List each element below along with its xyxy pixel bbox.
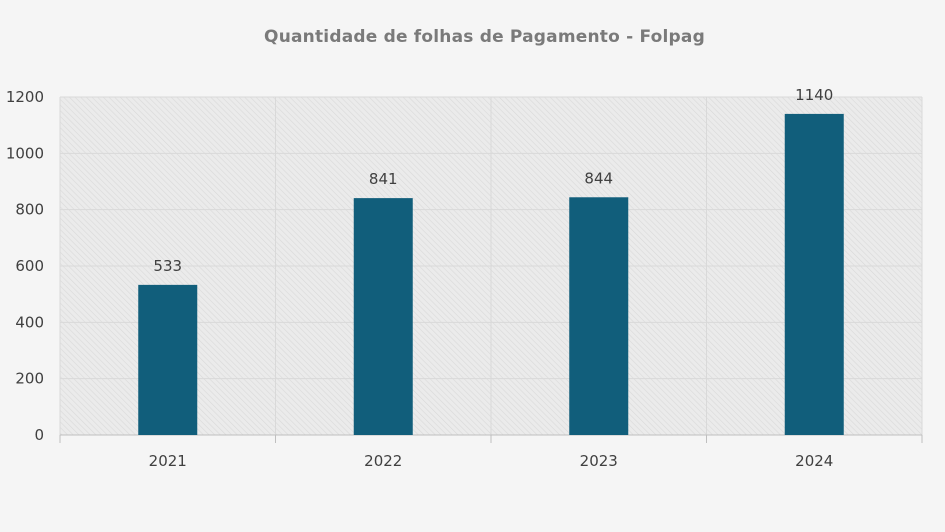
y-tick-label: 600 [15,257,44,275]
bar-2024 [784,113,844,436]
x-tick-label-2024: 2024 [795,452,833,470]
data-label-2024: 1140 [795,86,833,104]
labels: 0 200 400 600 800 1000 1200 533 2021 841 2022 844 20… [6,86,834,470]
y-tick-label: 400 [15,313,44,331]
bars [138,113,844,436]
data-label-2021: 533 [153,257,182,275]
x-tick-label-2022: 2022 [364,452,402,470]
y-tick-label: 1000 [6,144,44,162]
gridlines [59,96,923,435]
x-tick-label-2023: 2023 [580,452,618,470]
bar-2021 [138,284,198,435]
chart-title: Quantidade de folhas de Pagamento - Folp… [264,27,705,47]
y-tick-label: 0 [34,426,44,444]
y-tick-label: 800 [15,201,44,219]
bar-2023 [569,197,629,435]
bar-2022 [353,198,413,435]
data-label-2022: 841 [369,170,398,188]
x-tick-label-2021: 2021 [149,452,187,470]
axes [59,434,923,443]
y-tick-label: 200 [15,370,44,388]
data-label-2023: 844 [584,169,613,187]
y-tick-label: 1200 [6,88,44,106]
